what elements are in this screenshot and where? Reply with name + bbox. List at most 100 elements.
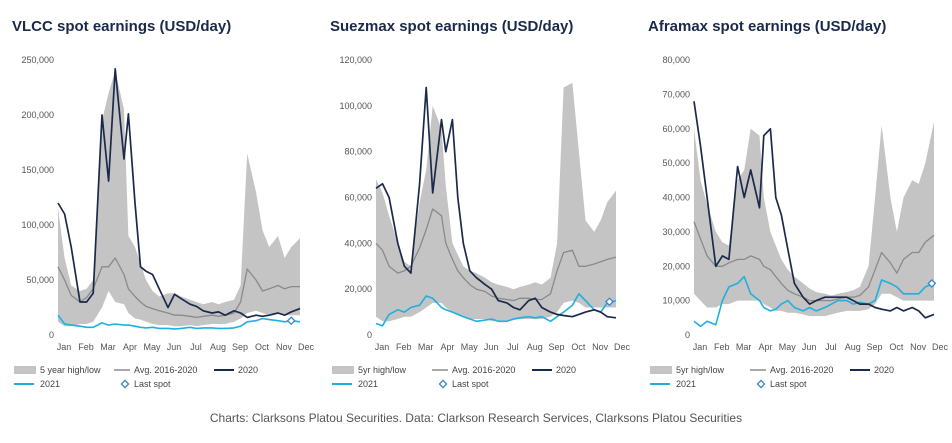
y-tick-label: 50,000 bbox=[26, 275, 54, 285]
y-tick-label: 60,000 bbox=[662, 124, 690, 134]
chart-title: Suezmax spot earnings (USD/day) bbox=[330, 18, 573, 35]
legend-label-last-spot: Last spot bbox=[770, 379, 807, 389]
y-tick-label: 10,000 bbox=[662, 296, 690, 306]
legend-swatch-band bbox=[14, 366, 36, 374]
legend-label-band: 5 year high/low bbox=[40, 365, 101, 375]
x-tick-label: Jan bbox=[693, 342, 708, 352]
charts-canvas: VLCC spot earnings (USD/day) 0 50,000 100,0… bbox=[12, 18, 948, 389]
y-tick-label: 80,000 bbox=[344, 147, 372, 157]
y-tick-label: 250,000 bbox=[21, 55, 54, 65]
legend-label-2021: 2021 bbox=[40, 379, 60, 389]
series-2020-line bbox=[693, 101, 935, 319]
y-tick-label: 0 bbox=[49, 330, 54, 340]
x-tick-label: Jun bbox=[802, 342, 817, 352]
series-2021-line bbox=[375, 292, 617, 327]
y-tick-label: 150,000 bbox=[21, 165, 54, 175]
legend: 5 year high/low Avg. 2016-2020 2020 2021 Las… bbox=[14, 365, 258, 389]
x-tick-label: Oct bbox=[571, 342, 586, 352]
legend-label-2020: 2020 bbox=[874, 365, 894, 375]
x-tick-label: May bbox=[461, 342, 479, 352]
x-tick-label: Feb bbox=[78, 342, 94, 352]
x-tick-label: Oct bbox=[889, 342, 904, 352]
series-2020-line bbox=[57, 67, 301, 319]
x-tick-label: Dec bbox=[298, 342, 315, 352]
chart-title: Aframax spot earnings (USD/day) bbox=[648, 18, 886, 35]
series-2021-line bbox=[693, 275, 935, 328]
chart-2: Suezmax spot earnings (USD/day) 0 20,000 40… bbox=[330, 18, 630, 389]
x-tick-label: Aug bbox=[210, 342, 226, 352]
legend-swatch-band bbox=[332, 366, 354, 374]
legend: 5yr high/low Avg. 2016-2020 2020 2021 Last s… bbox=[332, 365, 576, 389]
legend-label-band: 5yr high/low bbox=[358, 365, 407, 375]
x-tick-label: Jul bbox=[190, 342, 202, 352]
x-tick-label: Mar bbox=[100, 342, 116, 352]
x-tick-label: Jul bbox=[825, 342, 837, 352]
chart-3: Aframax spot earnings (USD/day) 0 10,000 20… bbox=[648, 18, 948, 389]
y-tick-label: 120,000 bbox=[339, 55, 372, 65]
x-tick-label: Aug bbox=[845, 342, 861, 352]
y-tick-label: 20,000 bbox=[344, 284, 372, 294]
x-tick-label: Mar bbox=[418, 342, 434, 352]
legend-label-2021: 2021 bbox=[676, 379, 696, 389]
legend-label-2021: 2021 bbox=[358, 379, 378, 389]
y-tick-label: 0 bbox=[685, 330, 690, 340]
series-avg-line bbox=[375, 208, 617, 302]
last-spot-marker bbox=[927, 278, 937, 288]
x-tick-label: Apr bbox=[123, 342, 137, 352]
chart-title: VLCC spot earnings (USD/day) bbox=[12, 18, 231, 35]
source-caption: Charts: Clarksons Platou Securities. Dat… bbox=[209, 411, 743, 425]
legend-swatch-band bbox=[650, 366, 672, 374]
series-2021-line bbox=[57, 314, 301, 330]
x-tick-label: Jun bbox=[167, 342, 182, 352]
x-tick-label: Aug bbox=[527, 342, 543, 352]
x-tick-label: Nov bbox=[592, 342, 609, 352]
legend-swatch-last-spot bbox=[120, 379, 130, 389]
legend-label-avg: Avg. 2016-2020 bbox=[452, 365, 515, 375]
x-tick-label: May bbox=[779, 342, 797, 352]
x-tick-label: Oct bbox=[255, 342, 270, 352]
band-high-low bbox=[376, 82, 616, 322]
y-tick-label: 40,000 bbox=[344, 238, 372, 248]
legend-label-2020: 2020 bbox=[556, 365, 576, 375]
y-tick-label: 20,000 bbox=[662, 261, 690, 271]
x-tick-label: Dec bbox=[614, 342, 631, 352]
series-avg-line bbox=[57, 257, 300, 319]
y-tick-label: 30,000 bbox=[662, 227, 690, 237]
x-tick-label: Sep bbox=[867, 342, 883, 352]
y-tick-label: 80,000 bbox=[662, 55, 690, 65]
x-tick-label: Nov bbox=[910, 342, 927, 352]
legend-label-avg: Avg. 2016-2020 bbox=[770, 365, 833, 375]
x-tick-label: Feb bbox=[714, 342, 730, 352]
y-tick-label: 200,000 bbox=[21, 110, 54, 120]
legend-label-last-spot: Last spot bbox=[452, 379, 489, 389]
x-tick-label: May bbox=[143, 342, 161, 352]
series-2020-line bbox=[375, 86, 617, 319]
legend-label-last-spot: Last spot bbox=[134, 379, 171, 389]
last-spot-marker bbox=[604, 297, 614, 307]
band-high-low bbox=[58, 71, 300, 327]
x-tick-label: Sep bbox=[232, 342, 248, 352]
x-tick-label: Jul bbox=[507, 342, 519, 352]
legend-label-2020: 2020 bbox=[238, 365, 258, 375]
series-avg-line bbox=[693, 221, 935, 302]
band-high-low bbox=[694, 121, 934, 317]
legend-swatch-last-spot bbox=[756, 379, 766, 389]
x-tick-label: Nov bbox=[276, 342, 293, 352]
legend-swatch-last-spot bbox=[438, 379, 448, 389]
chart-1: VLCC spot earnings (USD/day) 0 50,000 100,0… bbox=[12, 18, 314, 389]
x-tick-label: Jan bbox=[375, 342, 390, 352]
x-tick-label: Apr bbox=[440, 342, 454, 352]
y-tick-label: 50,000 bbox=[662, 158, 690, 168]
y-tick-label: 100,000 bbox=[21, 220, 54, 230]
last-spot-marker bbox=[286, 316, 296, 326]
y-tick-label: 100,000 bbox=[339, 101, 372, 111]
y-tick-label: 70,000 bbox=[662, 89, 690, 99]
x-tick-label: Mar bbox=[736, 342, 752, 352]
x-tick-label: Jan bbox=[57, 342, 72, 352]
legend-label-avg: Avg. 2016-2020 bbox=[134, 365, 197, 375]
x-tick-label: Dec bbox=[932, 342, 949, 352]
y-tick-label: 60,000 bbox=[344, 193, 372, 203]
x-tick-label: Feb bbox=[396, 342, 412, 352]
legend: 5yr high/low Avg. 2016-2020 2020 2021 Last s… bbox=[650, 365, 894, 389]
y-tick-label: 0 bbox=[367, 330, 372, 340]
